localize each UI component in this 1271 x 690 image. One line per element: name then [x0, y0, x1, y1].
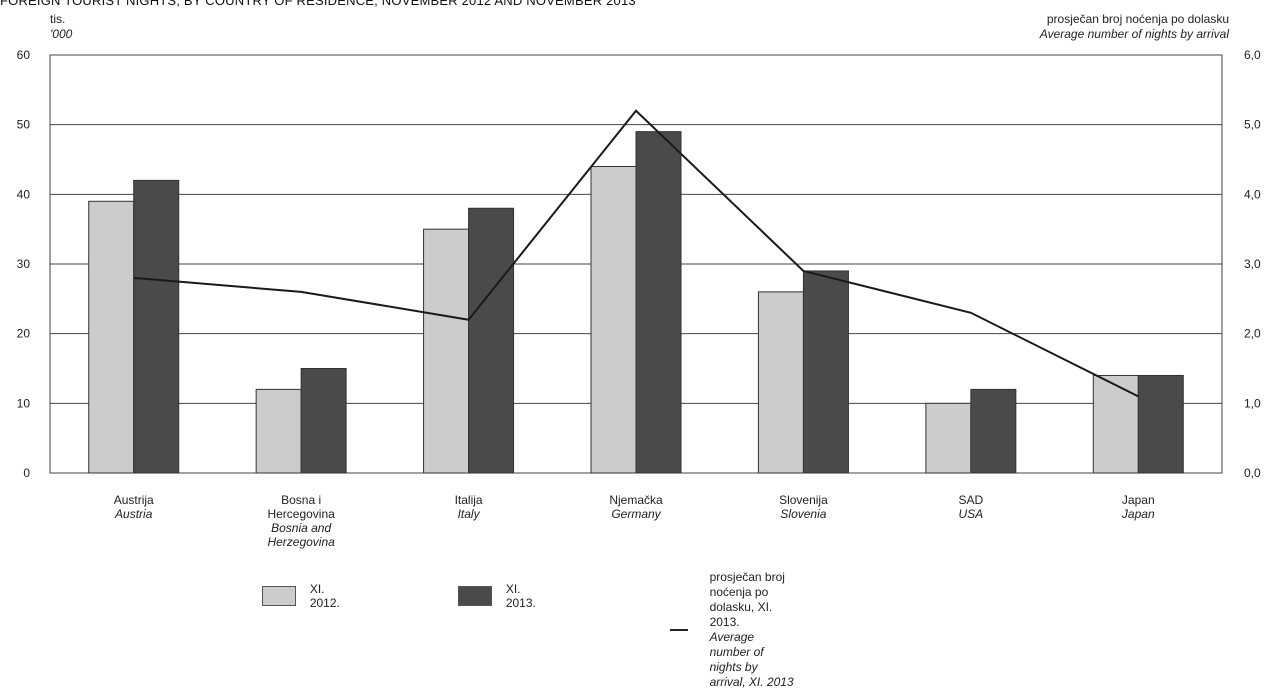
x-tick-label: Njemačka — [609, 493, 663, 507]
y2-tick-label: 1,0 — [1244, 396, 1261, 410]
bar-2013 — [134, 180, 179, 473]
x-tick-label-en: Austria — [114, 507, 153, 521]
x-tick-label: SAD — [959, 493, 984, 507]
legend-item-line: prosječan broj noćenja po dolasku, XI. 2… — [670, 570, 794, 690]
y-tick-label: 60 — [17, 48, 31, 62]
chart-canvas: 0 10 20 30 40 50 60 0,0 1,0 2,0 3,0 4,0 5,0 6,0 Austri… — [0, 0, 1271, 580]
bar-2012 — [424, 229, 469, 473]
bar-2013 — [1138, 375, 1183, 473]
y2-tick-label: 6,0 — [1244, 48, 1261, 62]
y-tick-label: 10 — [17, 396, 31, 410]
y2-tick-label: 0,0 — [1244, 466, 1261, 480]
bar-2012 — [591, 166, 636, 473]
x-tick-label: Bosna i — [281, 493, 321, 507]
y-tick-label: 0 — [23, 466, 30, 480]
legend-item-2013: XI. 2013. — [458, 582, 544, 610]
x-tick-label: Hercegovina — [267, 507, 335, 521]
bar-2012 — [89, 201, 134, 473]
x-tick-label-en: Slovenia — [780, 507, 826, 521]
bar-2013 — [636, 132, 681, 473]
y2-tick-label: 5,0 — [1244, 118, 1261, 132]
legend-swatch-line — [670, 629, 688, 631]
bar-2012 — [758, 292, 803, 473]
legend-item-2012: XI. 2012. — [262, 582, 348, 610]
x-tick-label-en: Italy — [458, 507, 481, 521]
x-tick-label-en: Bosnia and — [271, 521, 331, 535]
x-tick-label: Austrija — [114, 493, 154, 507]
bar-2012 — [256, 389, 301, 473]
x-tick-label: Italija — [455, 493, 483, 507]
x-tick-label-en: Germany — [611, 507, 661, 521]
x-tick-label: Japan — [1122, 493, 1155, 507]
bar-2012 — [926, 403, 971, 473]
x-tick-label-en: Herzegovina — [267, 535, 335, 549]
legend-swatch-2012 — [262, 586, 296, 606]
legend-label-line-en: Average number of nights by arrival, XI.… — [710, 630, 794, 690]
legend-label-2012: XI. 2012. — [310, 582, 348, 610]
legend-label-line-hr: prosječan broj noćenja po dolasku, XI. 2… — [710, 570, 785, 629]
bar-2013 — [803, 271, 848, 473]
legend-swatch-2013 — [458, 586, 492, 606]
legend-label-2013: XI. 2013. — [506, 582, 544, 610]
bar-2012 — [1093, 375, 1138, 473]
y-tick-label: 40 — [17, 187, 31, 201]
bar-2013 — [469, 208, 514, 473]
x-tick-label: Slovenija — [779, 493, 828, 507]
y-tick-label: 50 — [17, 118, 31, 132]
y-tick-label: 20 — [17, 327, 31, 341]
y2-tick-label: 4,0 — [1244, 187, 1261, 201]
x-tick-label-en: Japan — [1121, 507, 1155, 521]
y-tick-label: 30 — [17, 257, 31, 271]
bar-2013 — [301, 369, 346, 474]
y2-tick-label: 3,0 — [1244, 257, 1261, 271]
x-tick-label-en: USA — [959, 507, 984, 521]
bar-2013 — [971, 389, 1016, 473]
y2-tick-label: 2,0 — [1244, 327, 1261, 341]
